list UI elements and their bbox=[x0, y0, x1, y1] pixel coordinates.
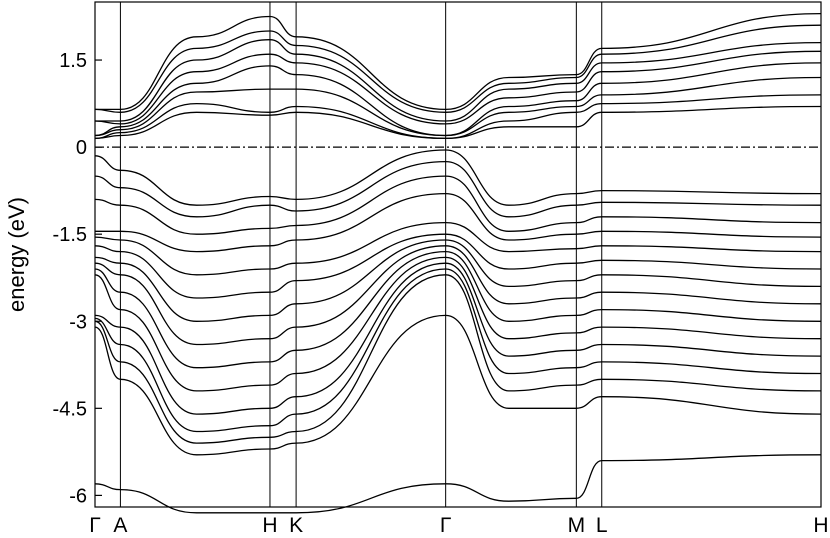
plot-frame bbox=[94, 1, 822, 508]
band-line bbox=[94, 239, 822, 322]
y-tick-label: -6 bbox=[69, 485, 87, 507]
band-line bbox=[94, 76, 822, 137]
band-line bbox=[94, 314, 822, 456]
k-point-lines bbox=[119, 2, 603, 507]
y-tick-label: 1.5 bbox=[59, 50, 87, 72]
band-line bbox=[94, 94, 822, 140]
band-line bbox=[94, 105, 822, 140]
band-line bbox=[94, 268, 822, 433]
k-point-label: Γ bbox=[89, 514, 101, 537]
band-line bbox=[94, 262, 822, 415]
band-line bbox=[95, 192, 822, 253]
band-line bbox=[94, 245, 822, 346]
band-line bbox=[94, 24, 822, 113]
band-line bbox=[94, 62, 822, 137]
band-line bbox=[94, 39, 822, 122]
band-line bbox=[94, 50, 822, 125]
band-lines bbox=[94, 12, 822, 514]
band-line bbox=[95, 12, 822, 111]
k-point-label: A bbox=[113, 514, 127, 537]
band-line bbox=[94, 274, 822, 444]
band-line bbox=[94, 454, 822, 514]
k-point-label: M bbox=[568, 514, 586, 537]
k-point-label: L bbox=[596, 514, 608, 537]
y-tick-label: -3 bbox=[69, 311, 87, 333]
y-tick-label: -4.5 bbox=[53, 398, 87, 420]
band-line bbox=[94, 160, 822, 218]
y-tick-label: -1.5 bbox=[53, 224, 87, 246]
band-line bbox=[94, 175, 822, 235]
y-axis-label: energy (eV) bbox=[4, 197, 29, 312]
band-line bbox=[94, 221, 822, 276]
k-point-label: H bbox=[813, 514, 828, 537]
band-line bbox=[94, 250, 822, 369]
band-line bbox=[94, 233, 822, 299]
band-line bbox=[94, 149, 822, 206]
k-point-label: K bbox=[289, 514, 303, 537]
y-tick-label: 0 bbox=[76, 137, 87, 159]
band-line bbox=[94, 256, 822, 392]
y-axis-ticks: 1.5 0 -1.5 -3 -4.5 -6 bbox=[53, 50, 102, 507]
k-point-label: Γ bbox=[440, 514, 452, 537]
k-point-label: H bbox=[262, 514, 277, 537]
